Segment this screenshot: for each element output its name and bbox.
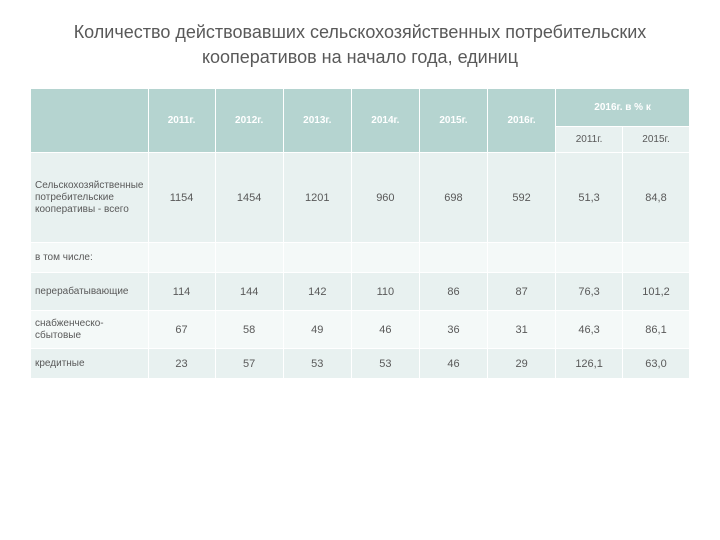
cell-value: 53 — [283, 349, 351, 379]
table-row: снабженческо-сбытовые67584946363146,386,… — [31, 311, 690, 349]
cell-value: 49 — [283, 311, 351, 349]
cell-value: 46 — [351, 311, 419, 349]
cell-value: 57 — [215, 349, 283, 379]
cell-value — [148, 243, 215, 273]
table-header: 2011г. 2012г. 2013г. 2014г. 2015г. 2016г… — [31, 89, 690, 153]
cell-value — [556, 243, 623, 273]
cell-value: 87 — [488, 273, 556, 311]
header-year: 2013г. — [283, 89, 351, 153]
row-label: снабженческо-сбытовые — [31, 311, 149, 349]
cell-value: 1201 — [283, 153, 351, 243]
cell-value: 86,1 — [623, 311, 690, 349]
cell-value: 46,3 — [556, 311, 623, 349]
cell-value: 1154 — [148, 153, 215, 243]
cell-value: 63,0 — [623, 349, 690, 379]
cell-value: 1454 — [215, 153, 283, 243]
cell-value: 36 — [419, 311, 487, 349]
header-pct-group: 2016г. в % к — [556, 89, 690, 127]
header-year: 2016г. — [488, 89, 556, 153]
cell-value: 53 — [351, 349, 419, 379]
header-year: 2011г. — [148, 89, 215, 153]
row-label: перерабатывающие — [31, 273, 149, 311]
row-label: Сельскохозяйственные потребительские коо… — [31, 153, 149, 243]
cell-value: 51,3 — [556, 153, 623, 243]
cell-value: 698 — [419, 153, 487, 243]
cell-value: 592 — [488, 153, 556, 243]
cell-value: 84,8 — [623, 153, 690, 243]
cell-value — [419, 243, 487, 273]
table-row: кредитные235753534629126,163,0 — [31, 349, 690, 379]
header-year: 2014г. — [351, 89, 419, 153]
cell-value: 144 — [215, 273, 283, 311]
cell-value: 76,3 — [556, 273, 623, 311]
data-table: 2011г. 2012г. 2013г. 2014г. 2015г. 2016г… — [30, 88, 690, 379]
cell-value: 110 — [351, 273, 419, 311]
cell-value: 29 — [488, 349, 556, 379]
cell-value — [283, 243, 351, 273]
header-year: 2015г. — [419, 89, 487, 153]
page-title: Количество действовавших сельскохозяйств… — [30, 20, 690, 70]
cell-value: 58 — [215, 311, 283, 349]
cell-value: 142 — [283, 273, 351, 311]
cell-value — [351, 243, 419, 273]
cell-value: 114 — [148, 273, 215, 311]
cell-value: 31 — [488, 311, 556, 349]
cell-value: 86 — [419, 273, 487, 311]
header-pct-sub: 2011г. — [556, 127, 623, 153]
table-row: в том числе: — [31, 243, 690, 273]
table-row: перерабатывающие114144142110868776,3101,… — [31, 273, 690, 311]
header-year: 2012г. — [215, 89, 283, 153]
cell-value — [488, 243, 556, 273]
row-label: в том числе: — [31, 243, 149, 273]
row-label: кредитные — [31, 349, 149, 379]
cell-value — [623, 243, 690, 273]
cell-value: 101,2 — [623, 273, 690, 311]
cell-value: 67 — [148, 311, 215, 349]
cell-value — [215, 243, 283, 273]
table-row: Сельскохозяйственные потребительские коо… — [31, 153, 690, 243]
table-body: Сельскохозяйственные потребительские коо… — [31, 153, 690, 379]
cell-value: 960 — [351, 153, 419, 243]
cell-value: 23 — [148, 349, 215, 379]
cell-value: 126,1 — [556, 349, 623, 379]
header-pct-sub: 2015г. — [623, 127, 690, 153]
header-blank — [31, 89, 149, 153]
cell-value: 46 — [419, 349, 487, 379]
